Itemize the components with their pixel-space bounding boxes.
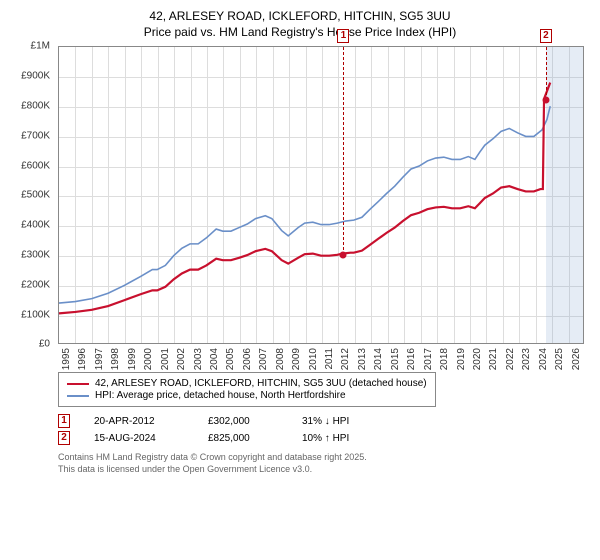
transaction-row: 1 20-APR-2012 £302,000 31% ↓ HPI [58, 414, 588, 428]
x-tick-label: 1998 [110, 348, 121, 370]
title-line-1: 42, ARLESEY ROAD, ICKLEFORD, HITCHIN, SG… [12, 8, 588, 24]
footnote-line-2: This data is licensed under the Open Gov… [58, 464, 588, 475]
transaction-date: 20-APR-2012 [94, 416, 184, 427]
x-tick-label: 2003 [193, 348, 204, 370]
x-tick-label: 2012 [340, 348, 351, 370]
x-tick-label: 2016 [406, 348, 417, 370]
x-tick-label: 2024 [538, 348, 549, 370]
chart-area: £0 £100K £200K £300K £400K £500K £600K £700K £80… [12, 46, 588, 366]
x-tick-label: 2023 [521, 348, 532, 370]
x-tick-label: 2002 [176, 348, 187, 370]
x-tick-label: 2013 [357, 348, 368, 370]
x-tick-label: 2025 [554, 348, 565, 370]
y-tick-label: £100K [21, 309, 50, 320]
x-tick-label: 2017 [423, 348, 434, 370]
series-hpi [59, 107, 550, 304]
legend-swatch [67, 383, 89, 385]
y-tick-label: £300K [21, 249, 50, 260]
marker-dot-1 [340, 252, 347, 259]
marker-flag-1: 1 [337, 29, 349, 43]
x-tick-label: 2011 [324, 348, 335, 370]
x-tick-label: 2020 [472, 348, 483, 370]
x-tick-label: 2009 [291, 348, 302, 370]
y-tick-label: £800K [21, 100, 50, 111]
transaction-price: £825,000 [208, 433, 278, 444]
y-tick-label: £600K [21, 160, 50, 171]
legend: 42, ARLESEY ROAD, ICKLEFORD, HITCHIN, SG… [58, 372, 436, 407]
y-tick-label: £0 [39, 339, 50, 350]
marker-line-2 [546, 47, 547, 99]
x-tick-label: 2018 [439, 348, 450, 370]
y-tick-label: £700K [21, 130, 50, 141]
x-tick-label: 1997 [94, 348, 105, 370]
x-tick-label: 2022 [505, 348, 516, 370]
legend-row: 42, ARLESEY ROAD, ICKLEFORD, HITCHIN, SG… [67, 378, 427, 389]
x-tick-label: 1995 [61, 348, 72, 370]
footnote: Contains HM Land Registry data © Crown c… [58, 452, 588, 475]
x-tick-label: 2007 [258, 348, 269, 370]
legend-label: HPI: Average price, detached house, Nort… [95, 390, 346, 401]
legend-row: HPI: Average price, detached house, Nort… [67, 390, 427, 401]
marker-line-1 [343, 47, 344, 255]
transactions-table: 1 20-APR-2012 £302,000 31% ↓ HPI 2 15-AUG-202… [58, 411, 588, 448]
y-tick-label: £1M [31, 41, 50, 52]
transaction-marker: 1 [58, 414, 70, 428]
transaction-row: 2 15-AUG-2024 £825,000 10% ↑ HPI [58, 431, 588, 445]
x-tick-label: 2015 [390, 348, 401, 370]
x-tick-label: 2008 [275, 348, 286, 370]
x-tick-label: 2014 [373, 348, 384, 370]
footnote-line-1: Contains HM Land Registry data © Crown c… [58, 452, 588, 463]
marker-dot-2 [542, 96, 549, 103]
x-tick-label: 2004 [209, 348, 220, 370]
x-tick-label: 2000 [143, 348, 154, 370]
marker-flag-2: 2 [540, 29, 552, 43]
transaction-pct: 31% ↓ HPI [302, 416, 392, 427]
chart-lines [59, 47, 583, 343]
transaction-price: £302,000 [208, 416, 278, 427]
y-tick-label: £500K [21, 190, 50, 201]
series-price_paid [59, 83, 550, 314]
x-tick-label: 1999 [127, 348, 138, 370]
legend-swatch [67, 395, 89, 397]
x-tick-label: 2026 [571, 348, 582, 370]
transaction-marker: 2 [58, 431, 70, 445]
x-tick-label: 2010 [308, 348, 319, 370]
y-tick-label: £400K [21, 220, 50, 231]
title-line-2: Price paid vs. HM Land Registry's House … [12, 24, 588, 40]
chart-title: 42, ARLESEY ROAD, ICKLEFORD, HITCHIN, SG… [12, 8, 588, 40]
y-tick-label: £200K [21, 279, 50, 290]
y-tick-label: £900K [21, 71, 50, 82]
x-tick-label: 2021 [488, 348, 499, 370]
transaction-pct: 10% ↑ HPI [302, 433, 392, 444]
x-tick-label: 2005 [225, 348, 236, 370]
legend-label: 42, ARLESEY ROAD, ICKLEFORD, HITCHIN, SG… [95, 378, 427, 389]
transaction-date: 15-AUG-2024 [94, 433, 184, 444]
x-tick-label: 2006 [242, 348, 253, 370]
x-tick-label: 2019 [456, 348, 467, 370]
x-tick-label: 1996 [77, 348, 88, 370]
x-tick-label: 2001 [160, 348, 171, 370]
